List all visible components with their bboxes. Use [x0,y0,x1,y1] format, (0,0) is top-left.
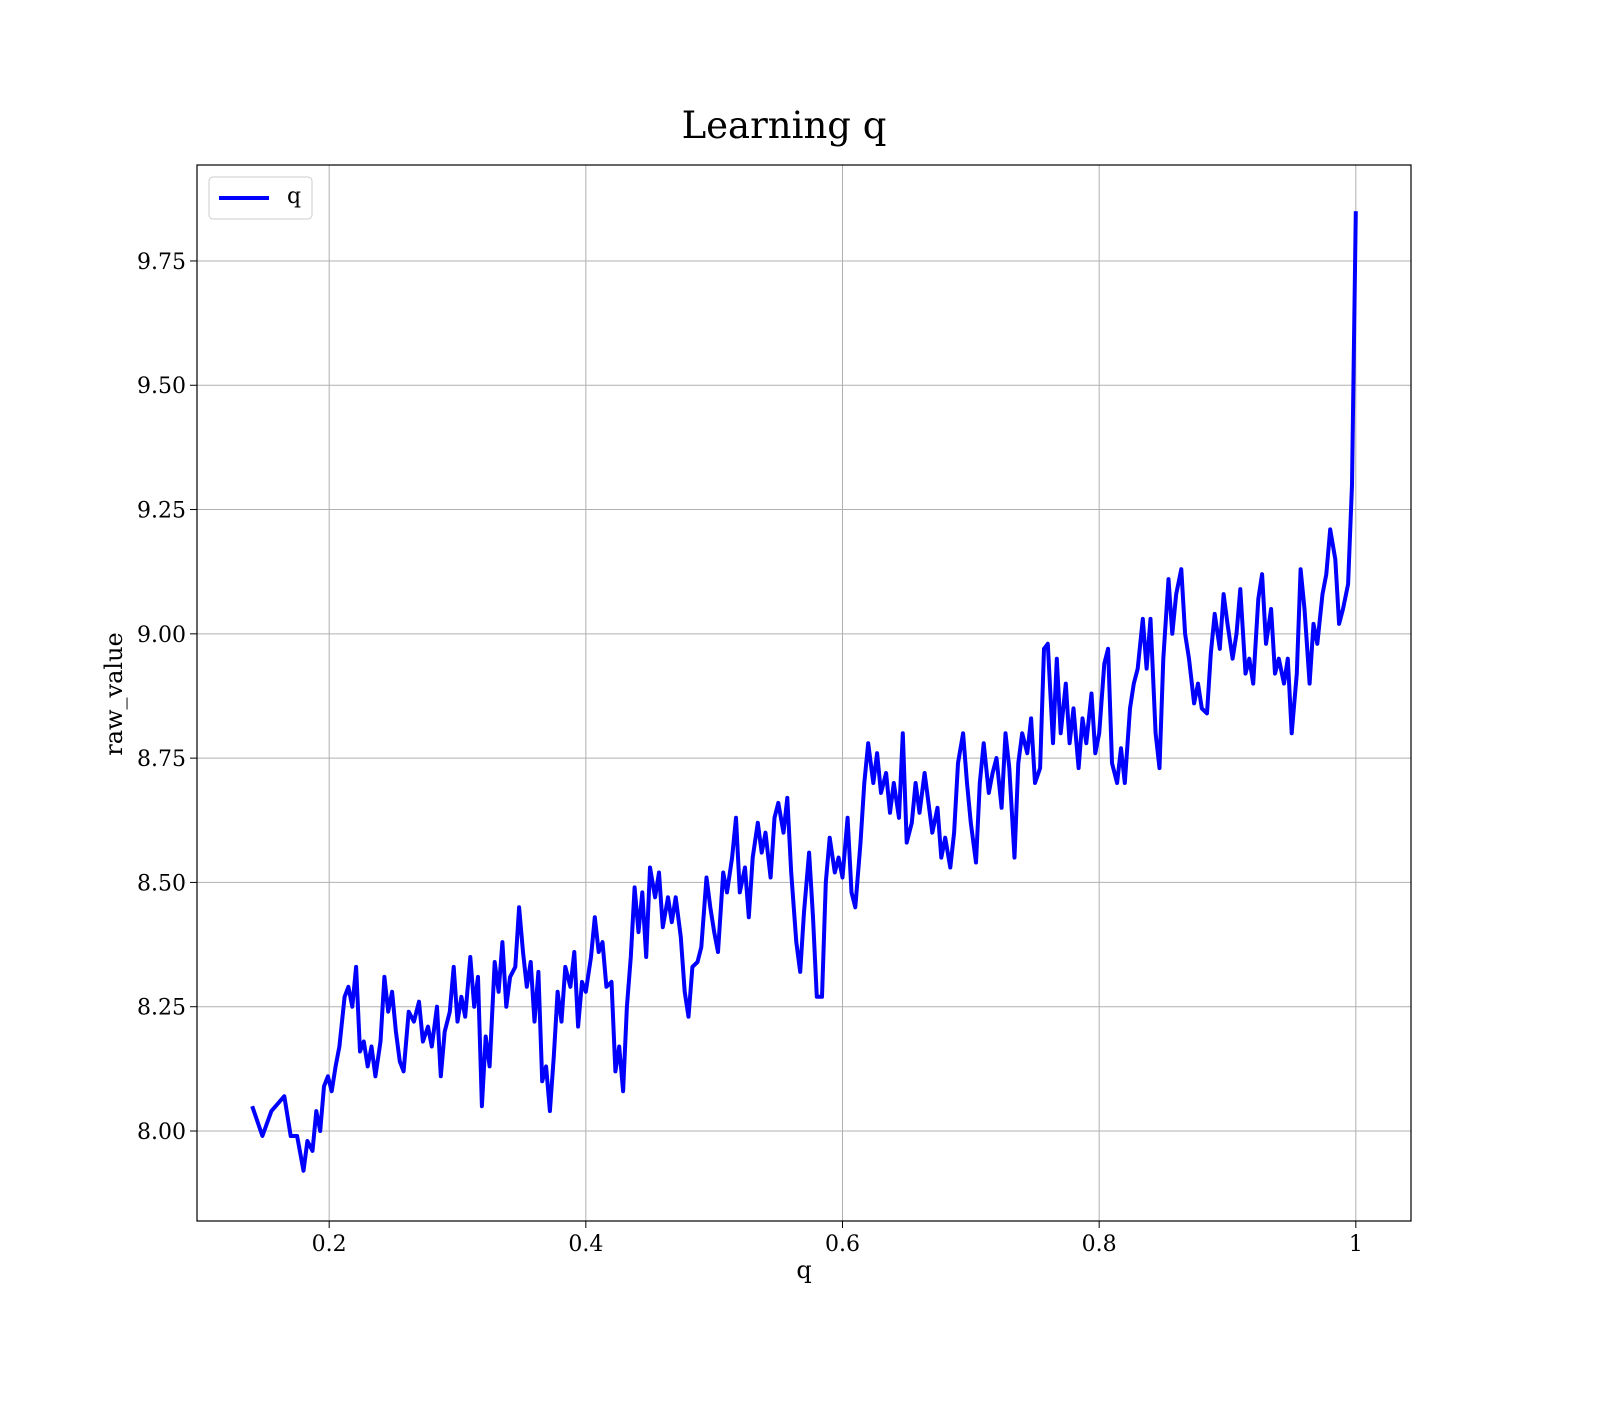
x-tick-label: 0.4 [568,1232,603,1257]
data-line [250,211,1358,1173]
legend: q [208,176,313,220]
legend-label: q [287,184,301,209]
y-tick-label: 8.00 [137,1120,186,1145]
y-tick-label: 9.00 [137,623,186,648]
x-tick-label: 1 [1349,1232,1363,1257]
axes-frame [196,164,1412,1222]
y-tick-label: 8.25 [137,996,186,1021]
chart-title: Learning q [682,104,887,147]
y-tick-label: 9.50 [137,374,186,399]
y-tick-label: 8.75 [137,747,186,772]
y-axis-label: raw_value [100,632,128,756]
y-tick-label: 8.50 [137,871,186,896]
x-tick-label: 0.6 [825,1232,860,1257]
y-tick-label: 9.75 [137,250,186,275]
x-tick-label: 0.2 [312,1232,347,1257]
y-tick-label: 9.25 [137,499,186,524]
x-axis-label: q [796,1256,811,1284]
x-tick-label: 0.8 [1082,1232,1117,1257]
